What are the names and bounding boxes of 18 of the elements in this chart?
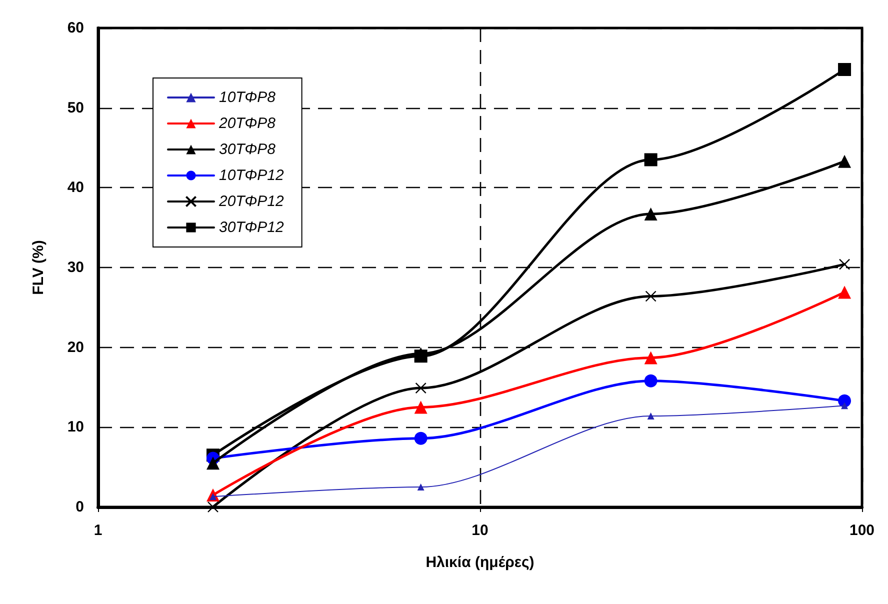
legend-label: 30ΤΦΡ12: [219, 219, 284, 236]
legend-label: 20ΤΦΡ8: [218, 115, 276, 132]
y-tick-label: 20: [67, 338, 84, 356]
y-tick-label: 60: [67, 20, 84, 36]
y-tick-label: 40: [67, 179, 84, 196]
y-axis-title: FLV (%): [30, 240, 47, 295]
y-tick-label: 50: [67, 99, 84, 116]
y-tick-label: 10: [67, 418, 84, 436]
y-tick-label: 30: [67, 259, 84, 276]
x-tick-label: 10: [472, 522, 488, 539]
x-axis-title: Ηλικία (ημέρες): [426, 554, 534, 571]
legend-label: 10ΤΦΡ12: [219, 167, 284, 184]
x-tick-label: 100: [849, 522, 875, 539]
legend-label: 30ΤΦΡ8: [219, 141, 276, 158]
y-tick-label: 0: [76, 498, 84, 516]
legend-label: 20ΤΦΡ12: [218, 193, 284, 210]
legend-label: 10ΤΦΡ8: [219, 89, 276, 106]
x-tick-label: 1: [94, 522, 102, 539]
